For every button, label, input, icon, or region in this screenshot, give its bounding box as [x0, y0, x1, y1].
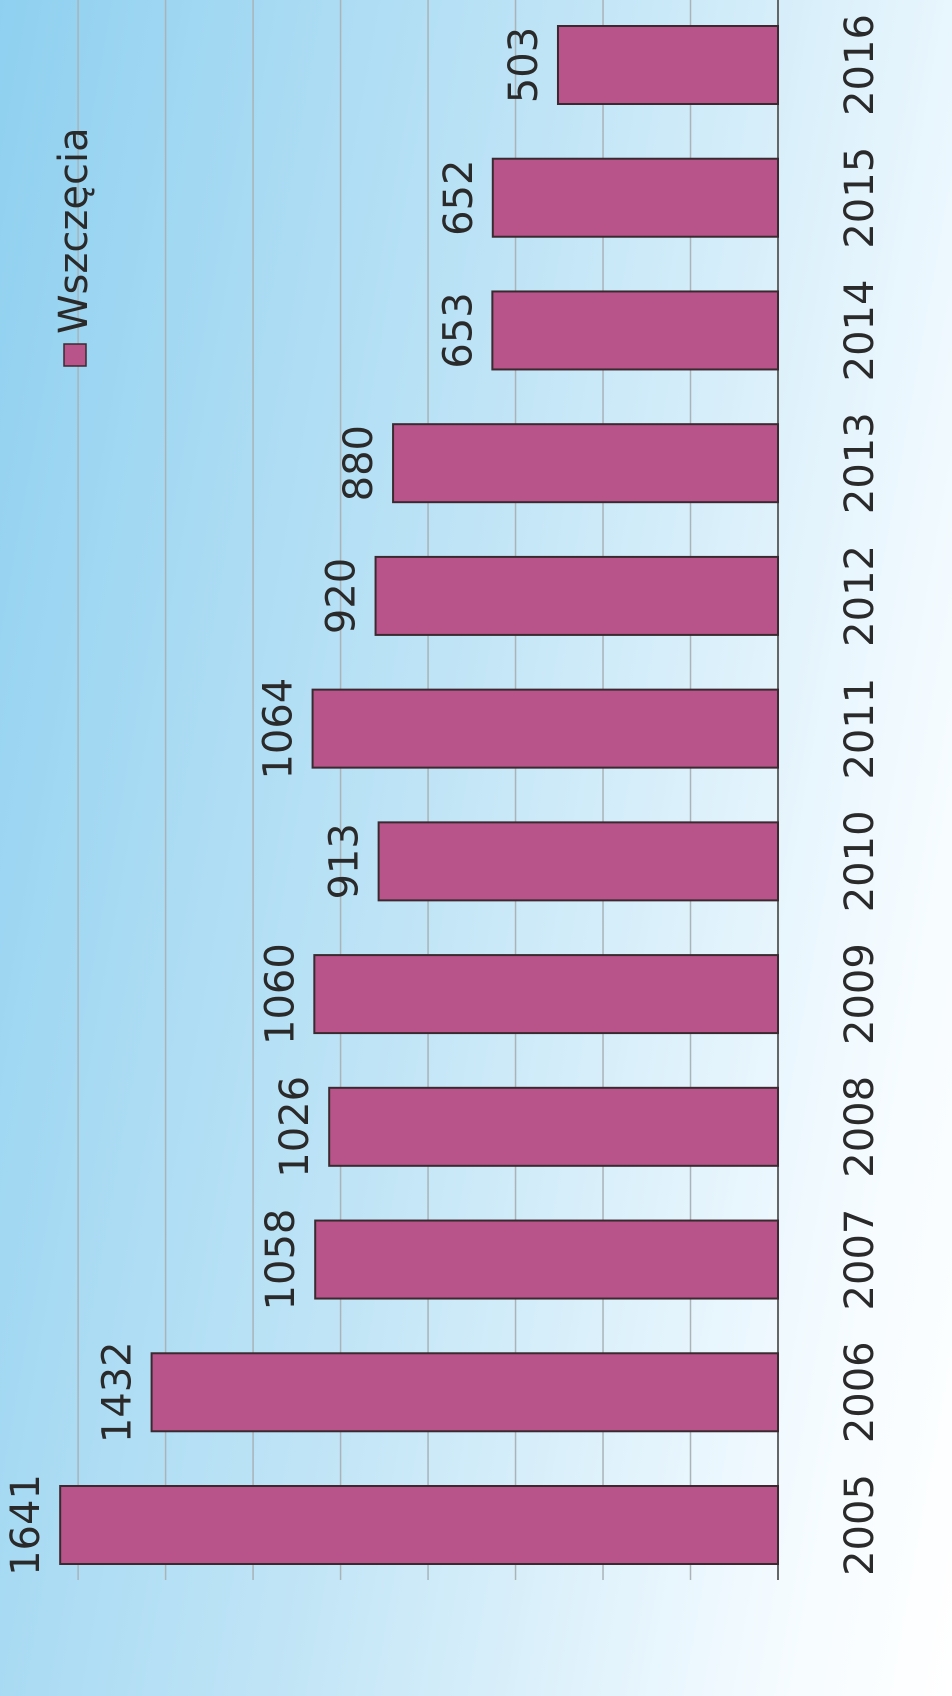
- x-tick-label: 2015: [837, 147, 883, 249]
- x-tick-label: 2007: [837, 1209, 883, 1311]
- value-label: 503: [501, 27, 547, 103]
- x-tick-label: 2008: [837, 1076, 883, 1178]
- x-tick-label: 2011: [837, 678, 883, 780]
- legend-label: Wszczęcia: [51, 127, 97, 334]
- x-tick-label: 2009: [837, 943, 883, 1045]
- bar: [313, 954, 779, 1035]
- bar: [491, 290, 779, 371]
- bar: [374, 555, 779, 636]
- x-tick-label: 2006: [837, 1341, 883, 1443]
- value-label: 1432: [95, 1341, 141, 1443]
- x-tick-label: 2016: [837, 14, 883, 116]
- x-tick-label: 2012: [837, 545, 883, 647]
- value-label: 1060: [257, 943, 303, 1045]
- bar: [150, 1352, 780, 1433]
- value-label: 1641: [3, 1474, 49, 1576]
- value-label: 920: [319, 558, 365, 634]
- x-tick-label: 2014: [837, 280, 883, 382]
- value-label: 913: [322, 823, 368, 899]
- bar: [314, 1219, 779, 1300]
- value-label: 653: [435, 292, 481, 368]
- bar: [311, 688, 779, 769]
- bar: [556, 25, 779, 105]
- bar: [491, 157, 779, 238]
- bar: [392, 423, 779, 504]
- legend-swatch: [63, 343, 87, 367]
- x-tick-label: 2013: [837, 412, 883, 514]
- plot: 1641 1432 1058 1026 1060 913 1064 920 880 653 652 5…: [3, 0, 883, 1580]
- value-label: 1064: [256, 678, 302, 780]
- value-label: 652: [436, 160, 482, 236]
- x-tick-label: 2010: [837, 810, 883, 912]
- bar: [377, 821, 779, 902]
- value-label: 1058: [258, 1209, 304, 1311]
- bar: [59, 1485, 779, 1565]
- bar: [328, 1086, 779, 1167]
- value-label: 880: [336, 425, 382, 501]
- value-label: 1026: [272, 1076, 318, 1178]
- x-tick-label: 2005: [837, 1474, 883, 1576]
